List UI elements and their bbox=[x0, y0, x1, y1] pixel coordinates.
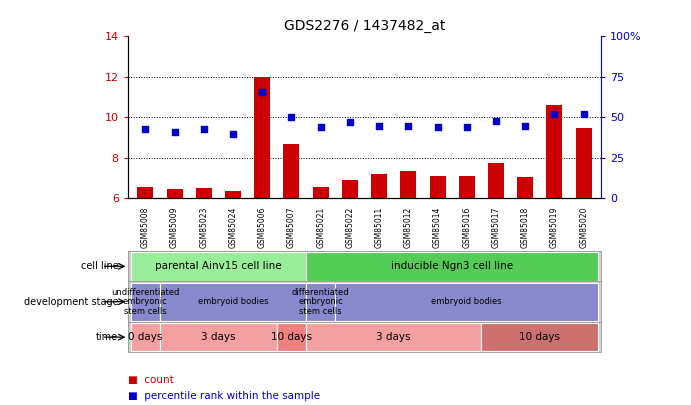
Point bbox=[491, 117, 502, 124]
Text: development stage: development stage bbox=[23, 297, 118, 307]
Point bbox=[578, 111, 589, 117]
Point bbox=[344, 119, 355, 126]
Bar bbox=[306, 252, 598, 281]
Text: GSM85011: GSM85011 bbox=[375, 207, 384, 247]
Bar bbox=[306, 323, 482, 352]
Text: GSM85019: GSM85019 bbox=[550, 207, 559, 248]
Text: GSM85007: GSM85007 bbox=[287, 207, 296, 248]
Bar bbox=[576, 128, 591, 198]
Bar bbox=[342, 180, 358, 198]
Point bbox=[286, 114, 297, 121]
Bar bbox=[131, 323, 160, 352]
Point bbox=[140, 126, 151, 132]
Point bbox=[257, 88, 268, 95]
Title: GDS2276 / 1437482_at: GDS2276 / 1437482_at bbox=[284, 19, 445, 33]
Bar bbox=[335, 283, 598, 321]
Text: ■  percentile rank within the sample: ■ percentile rank within the sample bbox=[128, 391, 320, 401]
Text: GSM85023: GSM85023 bbox=[199, 207, 208, 248]
Point bbox=[227, 130, 238, 137]
Bar bbox=[160, 283, 306, 321]
Text: GSM85020: GSM85020 bbox=[579, 207, 588, 248]
Point bbox=[198, 126, 209, 132]
Bar bbox=[430, 176, 446, 198]
Bar bbox=[167, 189, 182, 198]
Text: embryoid bodies: embryoid bodies bbox=[431, 297, 502, 306]
Text: differentiated
embryonic
stem cells: differentiated embryonic stem cells bbox=[292, 288, 350, 316]
Text: GSM85021: GSM85021 bbox=[316, 207, 325, 247]
Text: time: time bbox=[96, 332, 118, 342]
Point bbox=[315, 124, 326, 130]
Bar bbox=[482, 323, 598, 352]
Bar bbox=[160, 323, 277, 352]
Bar bbox=[225, 192, 241, 198]
Text: GSM85006: GSM85006 bbox=[258, 207, 267, 248]
Text: inducible Ngn3 cell line: inducible Ngn3 cell line bbox=[391, 261, 513, 271]
Point bbox=[549, 111, 560, 117]
Text: 0 days: 0 days bbox=[128, 332, 162, 342]
Text: GSM85016: GSM85016 bbox=[462, 207, 471, 248]
Text: 10 days: 10 days bbox=[271, 332, 312, 342]
Point bbox=[461, 124, 472, 130]
Text: GSM85024: GSM85024 bbox=[229, 207, 238, 248]
Bar bbox=[277, 323, 306, 352]
Bar bbox=[547, 105, 562, 198]
Text: 3 days: 3 days bbox=[377, 332, 411, 342]
Text: ■  count: ■ count bbox=[128, 375, 173, 385]
Text: 3 days: 3 days bbox=[201, 332, 236, 342]
Bar bbox=[312, 187, 329, 198]
Text: cell line: cell line bbox=[81, 261, 118, 271]
Text: GSM85009: GSM85009 bbox=[170, 207, 179, 248]
Text: undifferentiated
embryonic
stem cells: undifferentiated embryonic stem cells bbox=[111, 288, 180, 316]
Text: 10 days: 10 days bbox=[520, 332, 560, 342]
Bar bbox=[400, 171, 417, 198]
Bar bbox=[131, 252, 306, 281]
Point bbox=[432, 124, 443, 130]
Bar bbox=[196, 188, 212, 198]
Bar bbox=[254, 77, 270, 198]
Bar bbox=[459, 176, 475, 198]
Text: parental Ainv15 cell line: parental Ainv15 cell line bbox=[155, 261, 282, 271]
Text: GSM85022: GSM85022 bbox=[346, 207, 354, 247]
Point bbox=[520, 122, 531, 129]
Bar bbox=[517, 177, 533, 198]
Text: embryoid bodies: embryoid bodies bbox=[198, 297, 268, 306]
Text: GSM85012: GSM85012 bbox=[404, 207, 413, 247]
Text: GSM85014: GSM85014 bbox=[433, 207, 442, 248]
Bar bbox=[283, 144, 299, 198]
Point bbox=[403, 122, 414, 129]
Point bbox=[374, 122, 385, 129]
Text: GSM85008: GSM85008 bbox=[141, 207, 150, 248]
Bar bbox=[131, 283, 160, 321]
Bar bbox=[371, 174, 387, 198]
Bar bbox=[488, 163, 504, 198]
Point bbox=[169, 129, 180, 135]
Bar bbox=[138, 187, 153, 198]
Text: GSM85018: GSM85018 bbox=[521, 207, 530, 247]
Text: GSM85017: GSM85017 bbox=[491, 207, 500, 248]
Bar bbox=[306, 283, 335, 321]
